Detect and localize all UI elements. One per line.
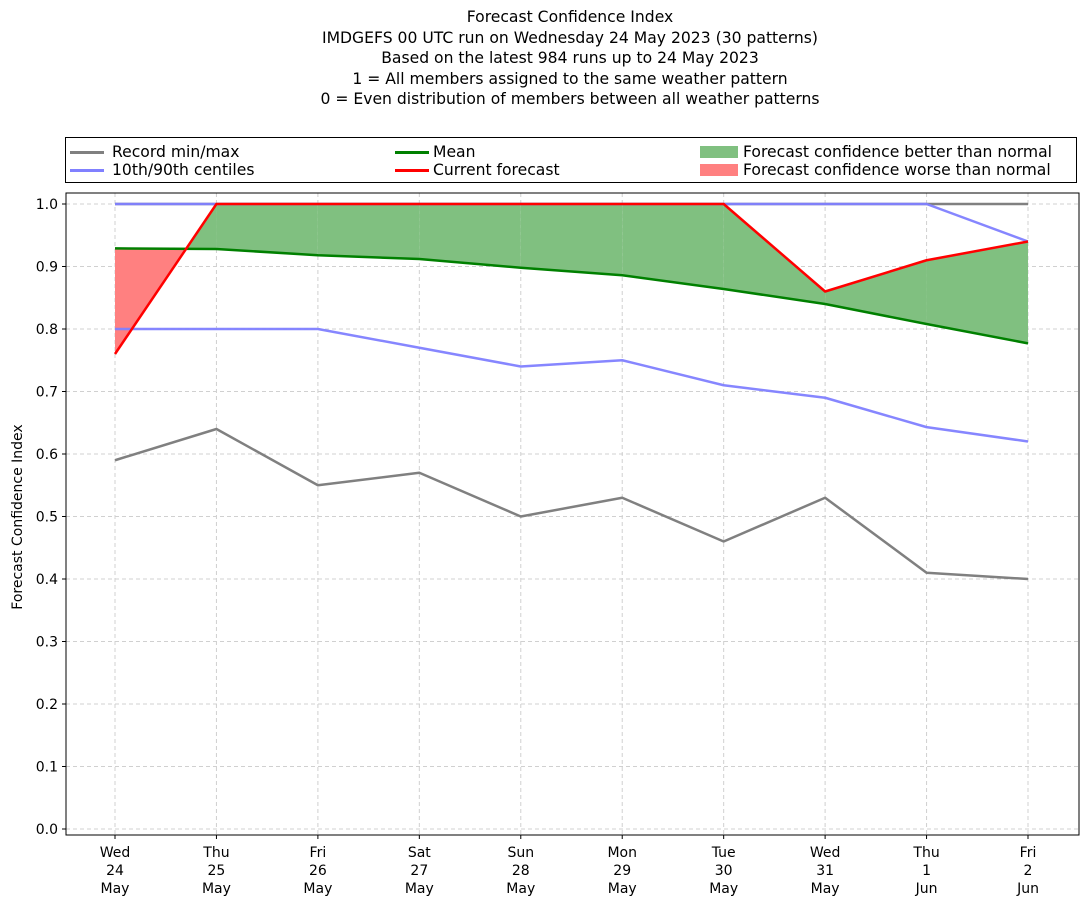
x-tick-label: Wed bbox=[100, 845, 131, 861]
x-tick-label: Tue bbox=[711, 845, 736, 861]
legend-swatch-mean bbox=[395, 151, 429, 154]
x-tick-label: 27 bbox=[410, 863, 428, 879]
legend-label-centiles: 10th/90th centiles bbox=[112, 161, 255, 179]
x-tick-label: Fri bbox=[1020, 845, 1037, 861]
x-tick-label: May bbox=[101, 881, 130, 897]
fill-better-than-normal bbox=[926, 241, 1028, 344]
y-tick-label: 0.7 bbox=[36, 385, 58, 401]
y-tick-label: 1.0 bbox=[36, 197, 58, 213]
legend-swatch-worse bbox=[700, 164, 738, 176]
x-tick-label: Thu bbox=[202, 845, 229, 861]
plot-frame bbox=[65, 192, 1080, 836]
x-tick-label: 24 bbox=[106, 863, 124, 879]
legend-label-mean: Mean bbox=[433, 143, 476, 161]
x-tick-label: 28 bbox=[512, 863, 530, 879]
series-line-10th-centile bbox=[115, 327, 1029, 443]
y-tick-label: 0.8 bbox=[36, 322, 58, 338]
x-axis-ticks: Wed 24 May Thu 25 May Fri 26 May Sat 27 May Sun 28 May… bbox=[100, 835, 1039, 897]
x-tick-label: May bbox=[709, 881, 738, 897]
x-tick-label: Thu bbox=[912, 845, 939, 861]
x-tick-label: May bbox=[202, 881, 231, 897]
x-tick-label: 30 bbox=[715, 863, 733, 879]
y-tick-label: 0.3 bbox=[36, 635, 58, 651]
chart-subtitle-3: 1 = All members assigned to the same wea… bbox=[352, 69, 788, 88]
y-axis-ticks: 0.0 0.1 0.2 0.3 0.4 0.5 0.6 0.7 0.8 0.9 1.0 bbox=[36, 197, 66, 838]
fill-better-than-normal bbox=[216, 204, 318, 256]
x-tick-label: 25 bbox=[208, 863, 226, 879]
x-tick-label: 26 bbox=[309, 863, 327, 879]
x-tick-label: Sat bbox=[408, 845, 431, 861]
x-tick-label: May bbox=[303, 881, 332, 897]
x-tick-label: Jun bbox=[1016, 881, 1039, 897]
y-tick-label: 0.0 bbox=[36, 822, 58, 838]
fill-better-than-normal bbox=[419, 204, 521, 268]
legend-label-record: Record min/max bbox=[112, 143, 240, 161]
x-tick-label: 2 bbox=[1024, 863, 1033, 879]
x-tick-label: 29 bbox=[613, 863, 631, 879]
fill-better-than-normal bbox=[520, 204, 623, 276]
series-line-mean bbox=[114, 247, 1029, 345]
chart-title: Forecast Confidence Index bbox=[466, 8, 674, 26]
x-tick-label: May bbox=[608, 881, 637, 897]
chart-title-block: Forecast Confidence Index IMDGEFS 00 UTC… bbox=[0, 7, 1092, 110]
legend-label-current: Current forecast bbox=[433, 161, 560, 179]
series-line-current-forecast bbox=[113, 202, 1029, 355]
x-tick-label: Sun bbox=[507, 845, 534, 861]
y-tick-label: 0.9 bbox=[36, 260, 58, 276]
x-tick-label: Wed bbox=[810, 845, 841, 861]
x-tick-label: May bbox=[811, 881, 840, 897]
y-tick-label: 0.1 bbox=[36, 760, 58, 776]
x-tick-label: 1 bbox=[922, 863, 931, 879]
legend-swatch-current bbox=[395, 169, 429, 172]
legend-label-better: Forecast confidence better than normal bbox=[743, 143, 1052, 161]
confidence-fills bbox=[115, 204, 1028, 354]
y-axis-label: Forecast Confidence Index bbox=[10, 424, 26, 609]
series-lines bbox=[113, 202, 1029, 581]
chart-subtitle-1: IMDGEFS 00 UTC run on Wednesday 24 May 2… bbox=[322, 28, 818, 47]
y-tick-label: 0.4 bbox=[36, 572, 58, 588]
x-tick-label: 31 bbox=[816, 863, 834, 879]
chart-legend: Record min/max 10th/90th centiles Mean C… bbox=[65, 137, 1077, 183]
x-tick-label: May bbox=[506, 881, 535, 897]
x-tick-label: May bbox=[405, 881, 434, 897]
series-line-record-min bbox=[114, 427, 1029, 581]
fill-better-than-normal bbox=[622, 204, 724, 289]
fill-better-than-normal bbox=[317, 204, 420, 259]
x-tick-label: Jun bbox=[915, 881, 938, 897]
y-tick-label: 0.5 bbox=[36, 510, 58, 526]
legend-swatch-centiles bbox=[70, 169, 104, 172]
x-tick-label: Mon bbox=[607, 845, 637, 861]
y-tick-label: 0.2 bbox=[36, 697, 58, 713]
chart-subtitle-2: Based on the latest 984 runs up to 24 Ma… bbox=[381, 49, 759, 67]
fill-better-than-normal bbox=[723, 204, 826, 304]
legend-swatch-better bbox=[700, 146, 738, 158]
legend-swatch-record bbox=[70, 151, 104, 154]
y-tick-label: 0.6 bbox=[36, 447, 58, 463]
x-tick-label: Fri bbox=[310, 845, 327, 861]
chart-subtitle-4: 0 = Even distribution of members between… bbox=[320, 90, 820, 108]
legend-label-worse: Forecast confidence worse than normal bbox=[743, 161, 1051, 179]
